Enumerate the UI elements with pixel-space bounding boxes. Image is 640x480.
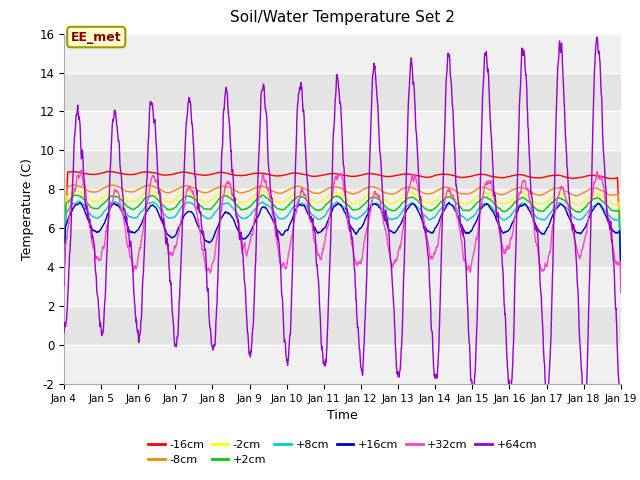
Text: EE_met: EE_met — [71, 31, 122, 44]
Bar — [64, 306, 621, 345]
X-axis label: Time: Time — [327, 409, 358, 422]
Bar — [64, 72, 621, 111]
Y-axis label: Temperature (C): Temperature (C) — [20, 158, 34, 260]
Bar — [64, 228, 621, 267]
Bar — [64, 150, 621, 189]
Title: Soil/Water Temperature Set 2: Soil/Water Temperature Set 2 — [230, 11, 455, 25]
Bar — [64, 34, 621, 72]
Bar — [64, 189, 621, 228]
Legend: -16cm, -8cm, -2cm, +2cm, +8cm, +16cm, +32cm, +64cm: -16cm, -8cm, -2cm, +2cm, +8cm, +16cm, +3… — [143, 435, 541, 469]
Bar — [64, 111, 621, 150]
Bar — [64, 345, 621, 384]
Bar — [64, 267, 621, 306]
